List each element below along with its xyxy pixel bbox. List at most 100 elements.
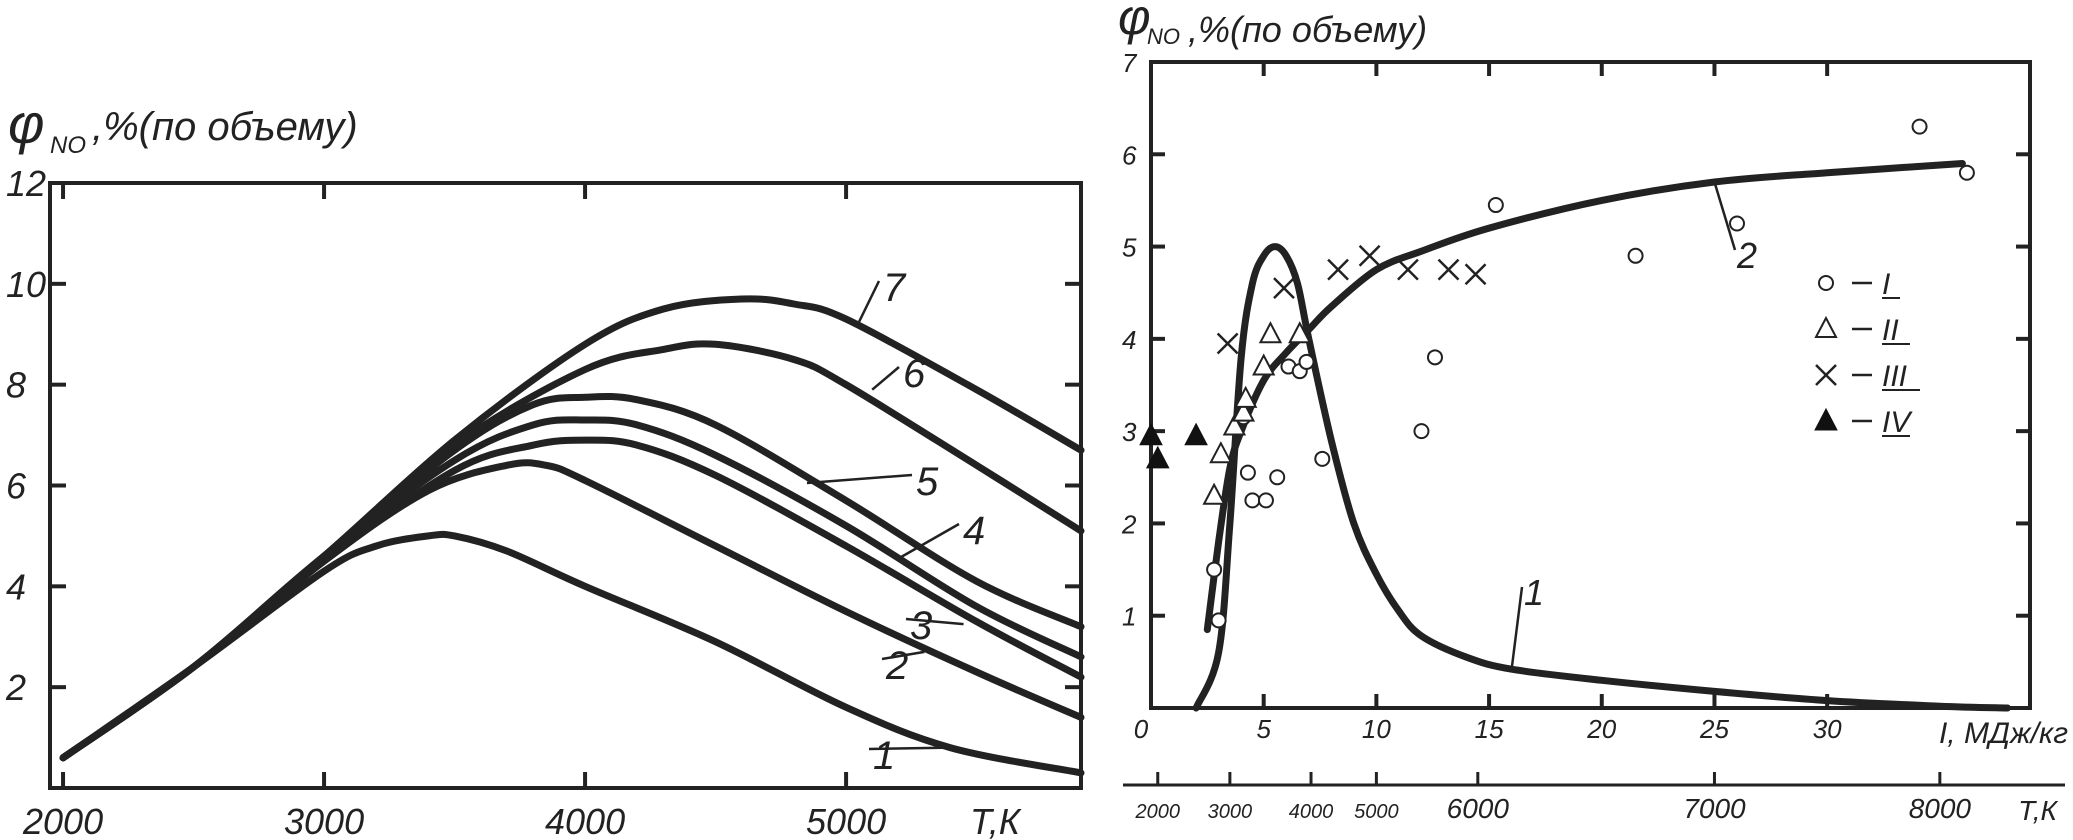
data-point-circle bbox=[1958, 164, 1975, 181]
curve-label-2: 2 bbox=[1736, 235, 1757, 276]
x-tick-label: 3000 bbox=[284, 801, 364, 840]
temperature-tick-label: 4000 bbox=[1289, 801, 1334, 823]
y-tick-label: 10 bbox=[6, 264, 46, 305]
series-label-6: 6 bbox=[903, 352, 926, 396]
curve-leader-2 bbox=[1713, 181, 1737, 251]
series-label-3: 3 bbox=[910, 604, 932, 648]
left-ylabel-subscript: NO bbox=[50, 132, 86, 159]
curve-label-1: 1 bbox=[1524, 572, 1544, 613]
data-point-triangle-open bbox=[1258, 321, 1283, 344]
legend-marker-triangle-filled bbox=[1814, 407, 1838, 431]
data-point-circle bbox=[1210, 612, 1227, 629]
series-label-2: 2 bbox=[885, 644, 908, 688]
y-tick-label: 6 bbox=[6, 466, 27, 507]
data-point-circle bbox=[1257, 492, 1274, 509]
y-tick-label: 12 bbox=[6, 163, 46, 204]
data-point-cross bbox=[1358, 244, 1381, 267]
data-point-triangle-filled bbox=[1139, 422, 1163, 446]
series-leader-7 bbox=[858, 280, 881, 323]
data-point-cross bbox=[1273, 277, 1295, 299]
temperature-axis-label: Т,К bbox=[2018, 795, 2058, 826]
data-point-circle bbox=[1729, 215, 1745, 232]
y-tick-label: 7 bbox=[1122, 48, 1138, 78]
curve-1 bbox=[1192, 243, 2011, 712]
left-ylabel: φ NO ,%(по объему) bbox=[8, 92, 358, 159]
y-tick-label: 2 bbox=[5, 667, 26, 708]
x-tick-label: 0 bbox=[1134, 714, 1149, 744]
temperature-tick-label: 8000 bbox=[1909, 793, 1972, 824]
data-point-triangle-filled bbox=[1145, 445, 1170, 469]
series-leader-5 bbox=[806, 473, 913, 485]
data-point-cross bbox=[1216, 332, 1239, 355]
data-point-triangle-open bbox=[1231, 399, 1256, 422]
data-point-circle bbox=[1269, 469, 1286, 486]
y-tick-label: 5 bbox=[1122, 233, 1137, 263]
curve-leader-1 bbox=[1510, 586, 1524, 670]
right-ylabel-subscript: NO bbox=[1147, 24, 1180, 49]
right-ylabel-unit: ,%(по объему) bbox=[1188, 9, 1427, 50]
data-point-triangle-open bbox=[1234, 385, 1258, 408]
data-point-cross bbox=[1464, 263, 1487, 286]
data-point-triangle-filled bbox=[1184, 422, 1208, 446]
data-point-triangle-open bbox=[1252, 353, 1276, 376]
right-ylabel: φ NO ,%(по объему) bbox=[1118, 0, 1427, 50]
y-tick-label: 3 bbox=[1122, 417, 1137, 447]
series-label-4: 4 bbox=[963, 509, 985, 553]
y-tick-label: 2 bbox=[1121, 509, 1137, 539]
left-ylabel-unit: ,%(по объему) bbox=[92, 105, 358, 149]
data-point-circle bbox=[1426, 349, 1443, 366]
series-label-1: 1 bbox=[873, 734, 895, 778]
data-point-circle bbox=[1314, 450, 1331, 467]
x-tick-label: 5 bbox=[1256, 714, 1271, 744]
right-xlabel: I, МДж/кг bbox=[1939, 717, 2068, 750]
left-xlabel: Т,К bbox=[970, 801, 1022, 840]
data-point-triangle-open bbox=[1222, 413, 1247, 436]
data-point-triangle-open bbox=[1202, 482, 1226, 505]
right-frame bbox=[1149, 60, 2032, 710]
data-point-circle bbox=[1239, 464, 1256, 481]
right-ylabel-phi: φ bbox=[1118, 0, 1151, 45]
legend-label: I bbox=[1882, 268, 1890, 301]
temperature-tick-label: 2000 bbox=[1135, 801, 1181, 823]
data-point-cross bbox=[1437, 258, 1460, 281]
data-point-circle bbox=[1487, 197, 1504, 214]
legend-marker-circle bbox=[1818, 275, 1834, 291]
series-line-7 bbox=[59, 295, 1085, 762]
legend-label: IV bbox=[1882, 406, 1913, 439]
x-tick-label: 15 bbox=[1475, 714, 1504, 744]
x-tick-label: 2000 bbox=[22, 801, 103, 840]
data-point-circle bbox=[1627, 247, 1644, 264]
series-leader-3 bbox=[905, 617, 964, 626]
x-tick-label: 5000 bbox=[806, 801, 886, 840]
series-line-1 bbox=[59, 530, 1085, 777]
temperature-tick-label: 6000 bbox=[1447, 793, 1510, 824]
y-tick-label: 6 bbox=[1122, 140, 1137, 170]
data-point-triangle-open bbox=[1288, 321, 1312, 344]
right-chart: φ NO ,%(по объему) 1 2 3 4 5 6 7 0 5 10 15 20 25 30 1 2… bbox=[1118, 0, 2068, 826]
legend-marker-triangle-open bbox=[1814, 315, 1838, 338]
data-point-cross bbox=[1397, 258, 1419, 281]
temperature-axis: 2000 3000 4000 5000 6000 7000 8000 bbox=[1123, 772, 2065, 824]
y-tick-label: 8 bbox=[6, 365, 26, 406]
series-label-7: 7 bbox=[883, 266, 907, 310]
series-label-5: 5 bbox=[916, 460, 939, 504]
data-point-triangle-open bbox=[1209, 441, 1233, 464]
x-tick-label: 4000 bbox=[545, 801, 625, 840]
y-tick-label: 4 bbox=[6, 566, 26, 607]
y-tick-label: 4 bbox=[1122, 325, 1136, 355]
temperature-tick-label: 7000 bbox=[1683, 793, 1746, 824]
x-tick-label: 25 bbox=[1699, 714, 1729, 744]
data-point-circle bbox=[1911, 118, 1928, 135]
legend-marker-cross bbox=[1815, 364, 1837, 386]
data-point-circle bbox=[1206, 561, 1223, 578]
series-leader-4 bbox=[897, 522, 960, 560]
right-plot-area: 1 2 3 4 5 6 7 0 5 10 15 20 25 30 1 2 bbox=[1121, 48, 2032, 744]
data-point-circle bbox=[1413, 423, 1430, 440]
data-point-circle bbox=[1298, 353, 1315, 370]
legend-label: III bbox=[1882, 360, 1907, 393]
data-point-cross bbox=[1327, 258, 1349, 281]
